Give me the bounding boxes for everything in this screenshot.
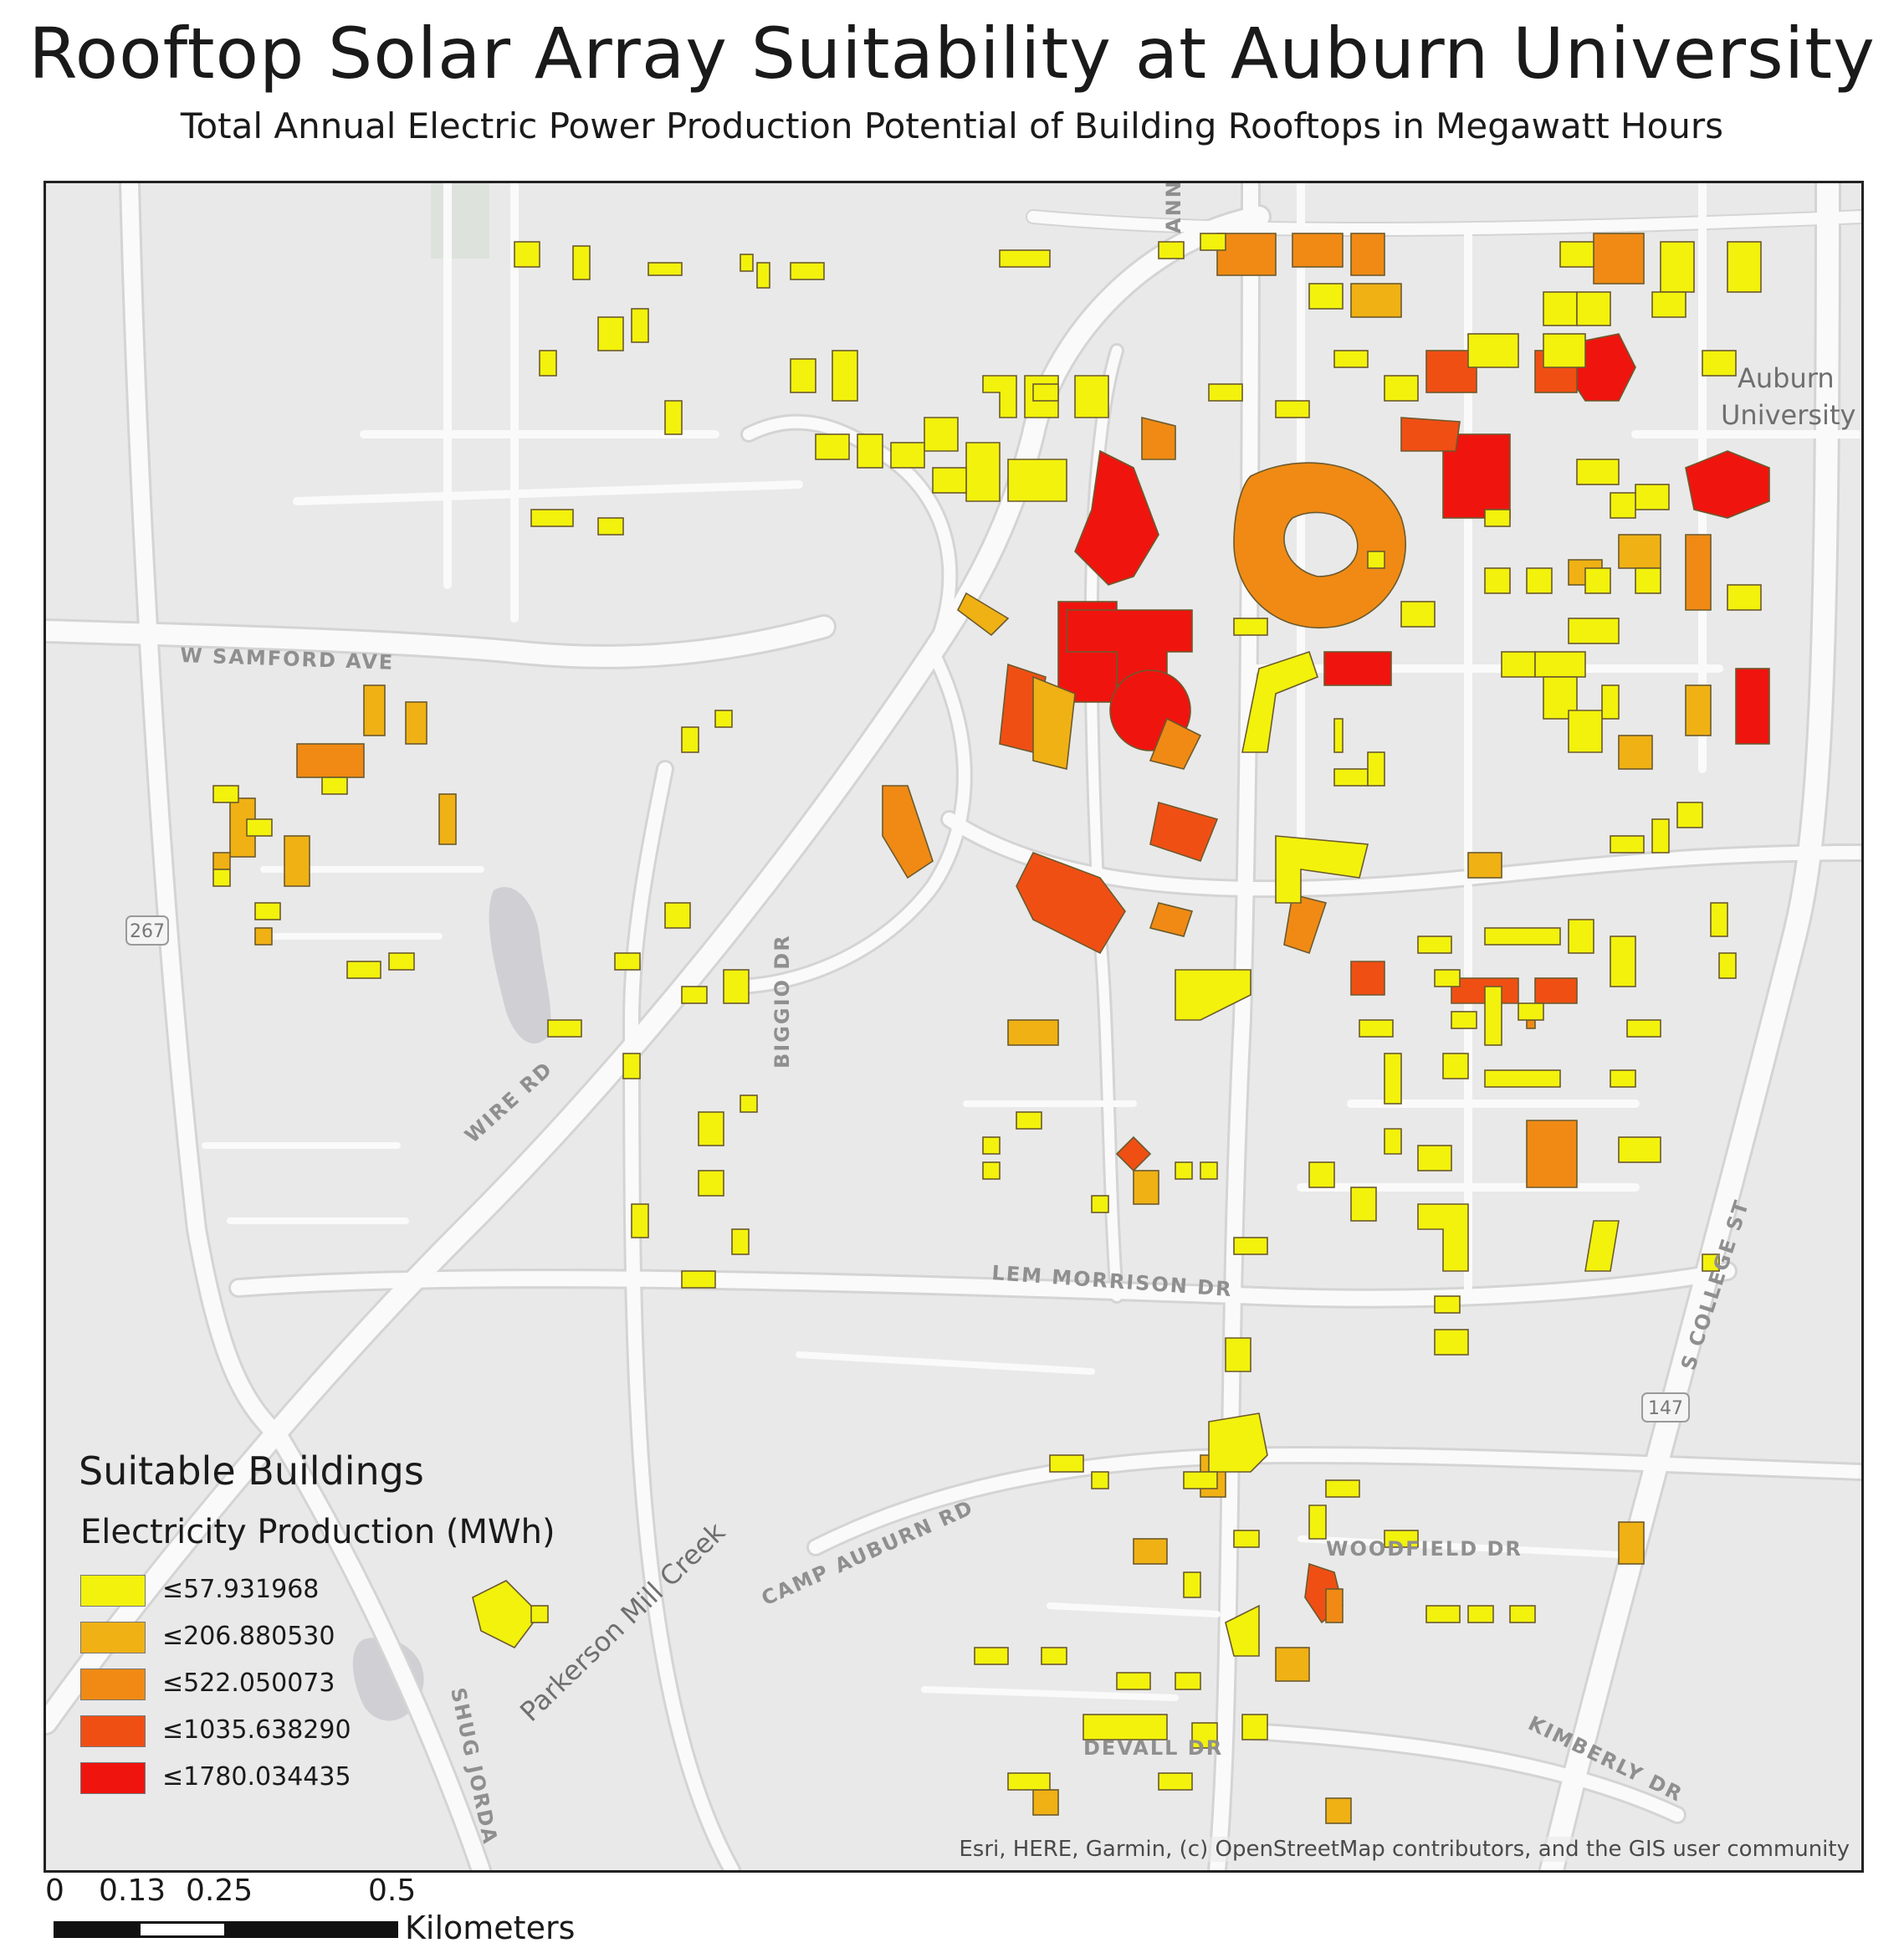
legend-subtitle: Electricity Production (MWh) (80, 1513, 555, 1551)
legend-label: ≤1780.034435 (162, 1762, 351, 1792)
pond-1 (489, 887, 551, 1044)
basemap[interactable]: 267 147 W SAMFORD AVE WIRE RD BIGGIO DR … (46, 183, 1861, 1870)
legend-swatch (80, 1669, 146, 1700)
green-patch (431, 183, 489, 259)
legend: Suitable Buildings Electricity Productio… (79, 1448, 614, 1799)
legend-swatch (80, 1622, 146, 1653)
scale-tick: 0.25 (186, 1874, 253, 1908)
road-label-biggio: BIGGIO DR (770, 934, 794, 1069)
suitable-buildings[interactable] (212, 233, 1770, 1824)
buildings-class-1 (212, 233, 1762, 1791)
legend-title: Suitable Buildings (79, 1448, 424, 1494)
scale-segment (54, 1921, 141, 1938)
legend-label: ≤57.931968 (162, 1575, 320, 1604)
route-shield-147: 147 (1641, 1392, 1690, 1423)
place-label-auburn: Auburn (1738, 362, 1835, 394)
legend-swatch (80, 1762, 146, 1794)
road-label-camp-auburn: CAMP AUBURN RD (758, 1495, 977, 1610)
svg-text:267: 267 (130, 921, 165, 942)
scale-units: Kilometers (405, 1910, 576, 1946)
road-label-woodfield: WOODFIELD DR (1326, 1537, 1523, 1561)
scale-tick: 0 (45, 1874, 64, 1908)
legend-label: ≤206.880530 (162, 1622, 335, 1651)
legend-label: ≤522.050073 (162, 1669, 335, 1698)
route-shield-267: 267 (125, 915, 169, 946)
scale-tick: 0.5 (368, 1874, 417, 1908)
legend-swatch (80, 1715, 146, 1747)
map-frame[interactable]: 267 147 W SAMFORD AVE WIRE RD BIGGIO DR … (44, 181, 1864, 1873)
scale-tick: 0.13 (99, 1874, 166, 1908)
map-attribution: Esri, HERE, Garmin, (c) OpenStreetMap co… (959, 1837, 1850, 1862)
legend-swatch (80, 1575, 146, 1607)
scale-bar: 0 0.13 0.25 0.5 Kilometers (44, 1873, 629, 1948)
scale-segment (224, 1921, 398, 1938)
road-label-ann: ANN (1162, 183, 1185, 233)
svg-text:147: 147 (1648, 1398, 1683, 1419)
map-title: Rooftop Solar Array Suitability at Aubur… (28, 13, 1876, 95)
place-label-university: University (1721, 399, 1855, 431)
road-label-devall: DEVALL DR (1083, 1736, 1223, 1760)
scale-segment (141, 1921, 224, 1938)
legend-label: ≤1035.638290 (162, 1715, 351, 1745)
buildings-class-3 (296, 233, 1712, 1623)
map-subtitle: Total Annual Electric Power Production P… (180, 105, 1724, 146)
